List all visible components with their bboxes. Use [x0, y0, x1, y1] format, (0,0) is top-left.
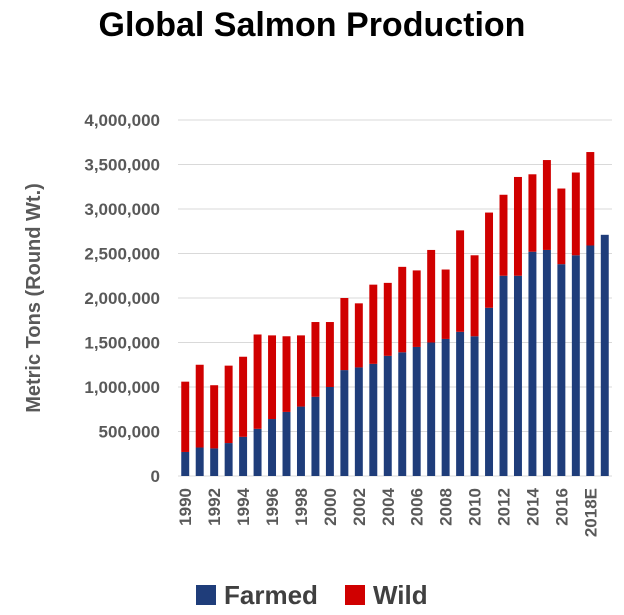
bar-wild-1990: [181, 381, 190, 452]
y-tick-label: 4,000,000: [84, 111, 160, 130]
bar-wild-1994: [239, 356, 248, 437]
y-tick-label: 1,000,000: [84, 378, 160, 397]
bar-wild-1991: [195, 364, 204, 448]
bar-wild-1995: [253, 334, 262, 429]
bar-farmed-2011: [485, 307, 494, 476]
bar-wild-2000: [325, 322, 334, 387]
bar-farmed-2000: [325, 387, 334, 476]
y-axis-ticks: 0 500,000 1,000,000 1,500,000 2,000,000 2,500…: [84, 111, 160, 486]
bar-wild-2003: [369, 284, 378, 364]
bar-wild-2014: [528, 174, 537, 252]
bar-farmed-2017: [571, 255, 580, 476]
bar-farmed-2009: [456, 331, 465, 476]
bar-farmed-2008: [441, 338, 450, 476]
bar-farmed-2014: [528, 251, 537, 476]
bar-farmed-2012: [499, 275, 508, 476]
bar-wild-2006: [412, 270, 421, 347]
y-tick-label: 2,000,000: [84, 289, 160, 308]
bar-farmed-1994: [239, 436, 248, 476]
x-tick-label: 1990: [176, 488, 195, 526]
bar-wild-2012: [499, 194, 508, 276]
x-tick-label: 2014: [523, 487, 542, 525]
bar-wild-1999: [311, 322, 320, 397]
bar-farmed-1990: [181, 451, 190, 476]
legend-swatch-wild: [345, 585, 365, 605]
y-tick-label: 2,500,000: [84, 245, 160, 264]
bar-wild-2002: [354, 303, 363, 368]
bar-wild-2017: [571, 172, 580, 256]
bar-farmed-1999: [311, 396, 320, 476]
bar-wild-2010: [470, 255, 479, 337]
bar-wild-2011: [485, 212, 494, 308]
bar-wild-1992: [210, 385, 219, 449]
x-tick-label: 2018E: [581, 488, 600, 537]
bar-farmed-2016: [557, 264, 566, 476]
legend-swatch-farmed: [196, 585, 216, 605]
x-tick-label: 2000: [321, 488, 340, 526]
bar-farmed-2013: [513, 275, 522, 476]
bar-farmed-2002: [354, 367, 363, 476]
bar-wild-2005: [398, 266, 407, 353]
bar-wild-2007: [427, 249, 436, 343]
x-tick-label: 2012: [495, 488, 514, 526]
x-tick-label: 2016: [552, 488, 571, 526]
bar-farmed-2018e: [586, 245, 595, 476]
x-tick-label: 2010: [466, 488, 485, 526]
y-tick-label: 500,000: [99, 423, 160, 442]
chart-title: Global Salmon Production: [98, 6, 526, 44]
bar-farmed-1992: [210, 448, 219, 476]
bar-wild-2001: [340, 298, 349, 371]
bar-farmed-1997: [282, 411, 291, 476]
bar-farmed-2015: [542, 249, 551, 476]
bar-farmed-2007: [427, 342, 436, 476]
bar-wild-1997: [282, 336, 291, 412]
bar-wild-2016: [557, 188, 566, 265]
bar-farmed-2005: [398, 352, 407, 476]
x-tick-label: 2006: [408, 488, 427, 526]
bar-farmed-2019: [600, 234, 609, 476]
gridlines: [178, 119, 612, 477]
x-tick-label: 2008: [437, 488, 456, 526]
x-tick-label: 2002: [350, 488, 369, 526]
bar-farmed-1996: [268, 419, 277, 476]
bar-wild-2015: [542, 160, 551, 250]
bar-wild-2009: [456, 230, 465, 332]
y-tick-label: 0: [151, 467, 160, 486]
y-tick-label: 1,500,000: [84, 334, 160, 353]
x-axis-ticks: 1990 1992 1994 1996 1998 2000 2002 2004 2006 2008…: [176, 487, 600, 537]
x-tick-label: 2004: [379, 487, 398, 525]
y-tick-label: 3,000,000: [84, 200, 160, 219]
legend-label-wild: Wild: [373, 580, 428, 610]
bar-wild-2008: [441, 269, 450, 339]
bar-wild-1993: [224, 365, 233, 444]
legend-label-farmed: Farmed: [224, 580, 318, 610]
bar-farmed-2004: [383, 355, 392, 476]
bar-wild-1998: [296, 335, 305, 407]
bar-wild-2004: [383, 282, 392, 356]
bar-farmed-1991: [195, 447, 204, 476]
x-tick-label: 1994: [234, 487, 253, 525]
x-tick-label: 1998: [292, 488, 311, 526]
y-tick-label: 3,500,000: [84, 156, 160, 175]
bar-wild-1996: [268, 335, 277, 420]
bar-farmed-2006: [412, 346, 421, 476]
y-axis-label: Metric Tons (Round Wt.): [23, 183, 45, 413]
bar-farmed-2003: [369, 363, 378, 476]
x-tick-label: 1992: [205, 488, 224, 526]
bar-farmed-1995: [253, 428, 262, 476]
bar-farmed-2010: [470, 336, 479, 476]
bar-wild-2018e: [586, 152, 595, 246]
bars: [181, 152, 609, 476]
bar-farmed-1993: [224, 443, 233, 476]
bar-wild-2013: [513, 176, 522, 276]
bar-farmed-2001: [340, 370, 349, 476]
bar-farmed-1998: [296, 406, 305, 476]
legend: Farmed Wild: [196, 580, 428, 610]
x-tick-label: 1996: [263, 488, 282, 526]
